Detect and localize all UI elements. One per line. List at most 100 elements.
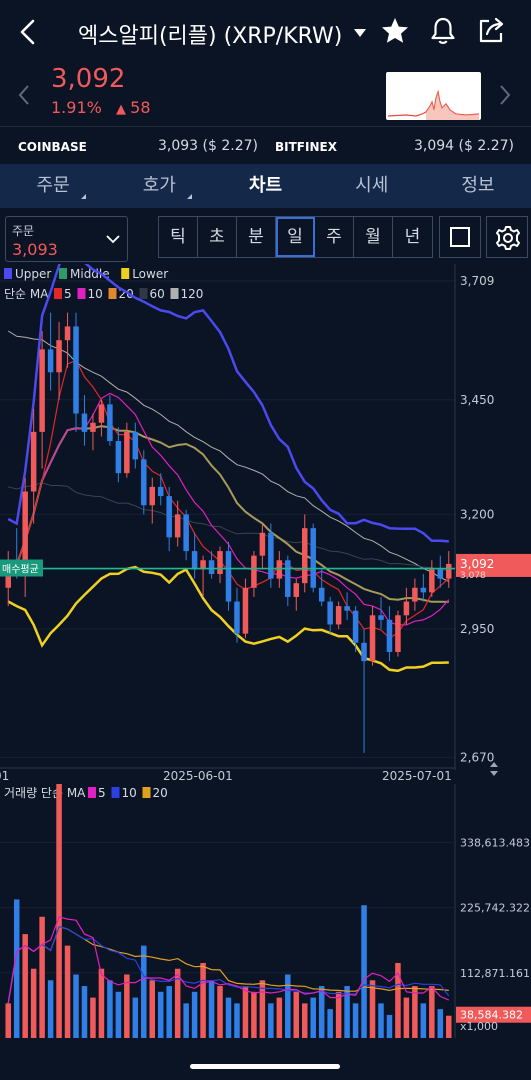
candles: [5, 312, 452, 753]
candle-body: [378, 615, 384, 620]
axis-scale-icon[interactable]: [490, 762, 498, 776]
legend-swatch: [4, 268, 12, 279]
chevron-left-icon[interactable]: [14, 18, 42, 46]
volume-bar: [335, 991, 342, 1038]
candle-body: [446, 563, 452, 579]
current-price-tag-label: 3,092: [460, 557, 494, 571]
legend-swatch: [54, 288, 62, 299]
order-price-select[interactable]: 주문 3,093: [5, 216, 128, 262]
candle-body: [310, 528, 316, 588]
price-chart[interactable]: Upper Middle Lower 단순 MA 5 10 20 60 120 3,709 3,4…: [0, 264, 531, 1064]
current-price-marker: [456, 553, 531, 577]
page-title[interactable]: 엑스알피(리플) (XRP/KRW): [78, 24, 343, 49]
candle-body: [242, 587, 249, 634]
volume-bar: [403, 997, 410, 1038]
volume-bar: [217, 986, 223, 1038]
volume-bar: [13, 899, 20, 1038]
candle-body: [259, 532, 266, 556]
drawing-tool-button[interactable]: [439, 216, 481, 258]
candle-body: [225, 551, 232, 602]
volume-tick-label: 225,742.322: [460, 902, 530, 915]
tab-label: 정보: [461, 175, 495, 196]
volume-bar: [352, 1003, 359, 1038]
mini-chart[interactable]: [386, 72, 481, 120]
interval-day[interactable]: 일: [276, 217, 315, 257]
bell-icon[interactable]: [428, 16, 458, 46]
candle-body: [208, 560, 215, 575]
current-price: 3,092: [51, 64, 126, 94]
candle-body: [47, 349, 54, 373]
volume-bar: [318, 986, 325, 1038]
volume-bar: [259, 980, 266, 1038]
order-select-label: 주문: [12, 224, 35, 238]
share-icon[interactable]: [477, 15, 507, 45]
legend-label: Upper: [15, 267, 51, 281]
candle-body: [174, 514, 181, 538]
candle-body: [318, 587, 325, 602]
candle-body: [191, 551, 198, 570]
interval-week[interactable]: 주: [315, 217, 354, 257]
candle-body: [386, 619, 393, 652]
chevron-left-icon[interactable]: [16, 84, 32, 106]
up-triangle-icon: ▲: [116, 102, 131, 117]
tab-orderbook[interactable]: 호가: [106, 164, 212, 208]
volume-bar: [225, 997, 232, 1038]
candle-body: [98, 404, 105, 423]
legend-swatch: [139, 288, 148, 299]
y-tick-label: 3,200: [460, 507, 494, 521]
avg-buy-label: 매수평균: [2, 564, 39, 576]
volume-bar: [174, 968, 181, 1038]
tab-info[interactable]: 정보: [425, 164, 531, 208]
chart-toolbar: 주문 3,093 틱 초 분 일 주 월 년: [0, 208, 531, 264]
tab-label: 시세: [355, 175, 389, 196]
legend-label: 120: [181, 287, 204, 301]
volume-bar: [412, 986, 418, 1038]
volume-bar: [47, 980, 54, 1038]
tab-chart[interactable]: 차트: [212, 164, 318, 208]
candle-body: [429, 569, 435, 593]
volume-bar: [141, 945, 147, 1038]
volume-bar: [39, 916, 45, 1038]
change-amount-value: 58: [130, 98, 151, 117]
corner-triangle-icon: [187, 194, 193, 199]
candle-body: [234, 601, 240, 634]
y-tick-label: 2,950: [460, 622, 494, 636]
legend-label: 60: [150, 287, 165, 301]
interval-tick[interactable]: 틱: [159, 217, 198, 257]
gear-icon: [496, 226, 520, 250]
tab-market[interactable]: 시세: [319, 164, 425, 208]
candle-body: [251, 555, 257, 588]
interval-second[interactable]: 초: [198, 217, 237, 257]
caret-down-icon[interactable]: [353, 28, 367, 38]
tab-order[interactable]: 주문: [0, 164, 106, 208]
volume-bar: [64, 945, 71, 1038]
candle-body: [403, 601, 410, 616]
chevron-right-icon[interactable]: [497, 84, 513, 106]
volume-bar: [208, 980, 215, 1038]
interval-month[interactable]: 월: [354, 217, 393, 257]
order-select-value: 3,093: [12, 240, 58, 259]
interval-year[interactable]: 년: [404, 227, 421, 247]
volume-bar: [429, 986, 435, 1038]
volume-legend-title: 거래량 단순 MA: [4, 786, 86, 800]
candle-body: [183, 514, 189, 552]
legend-label: Lower: [132, 267, 168, 281]
candle-body: [327, 601, 333, 625]
exchange-name: BITFINEX: [275, 140, 337, 154]
volume-bar: [446, 1015, 452, 1038]
legend-swatch: [121, 268, 130, 279]
bollinger-upper-line: [7, 264, 449, 543]
chart-settings-button[interactable]: [486, 216, 528, 258]
x-tick-label: 2025-07-01: [382, 769, 452, 783]
star-icon[interactable]: [380, 16, 410, 46]
candle-body: [149, 486, 156, 506]
interval-minute[interactable]: 분: [237, 217, 276, 257]
legend-swatch: [108, 288, 117, 299]
tab-label: 차트: [248, 175, 283, 196]
candle-body: [141, 459, 147, 506]
volume-bar: [124, 974, 130, 1038]
volume-bar: [234, 1003, 240, 1038]
candle-body: [39, 349, 45, 432]
